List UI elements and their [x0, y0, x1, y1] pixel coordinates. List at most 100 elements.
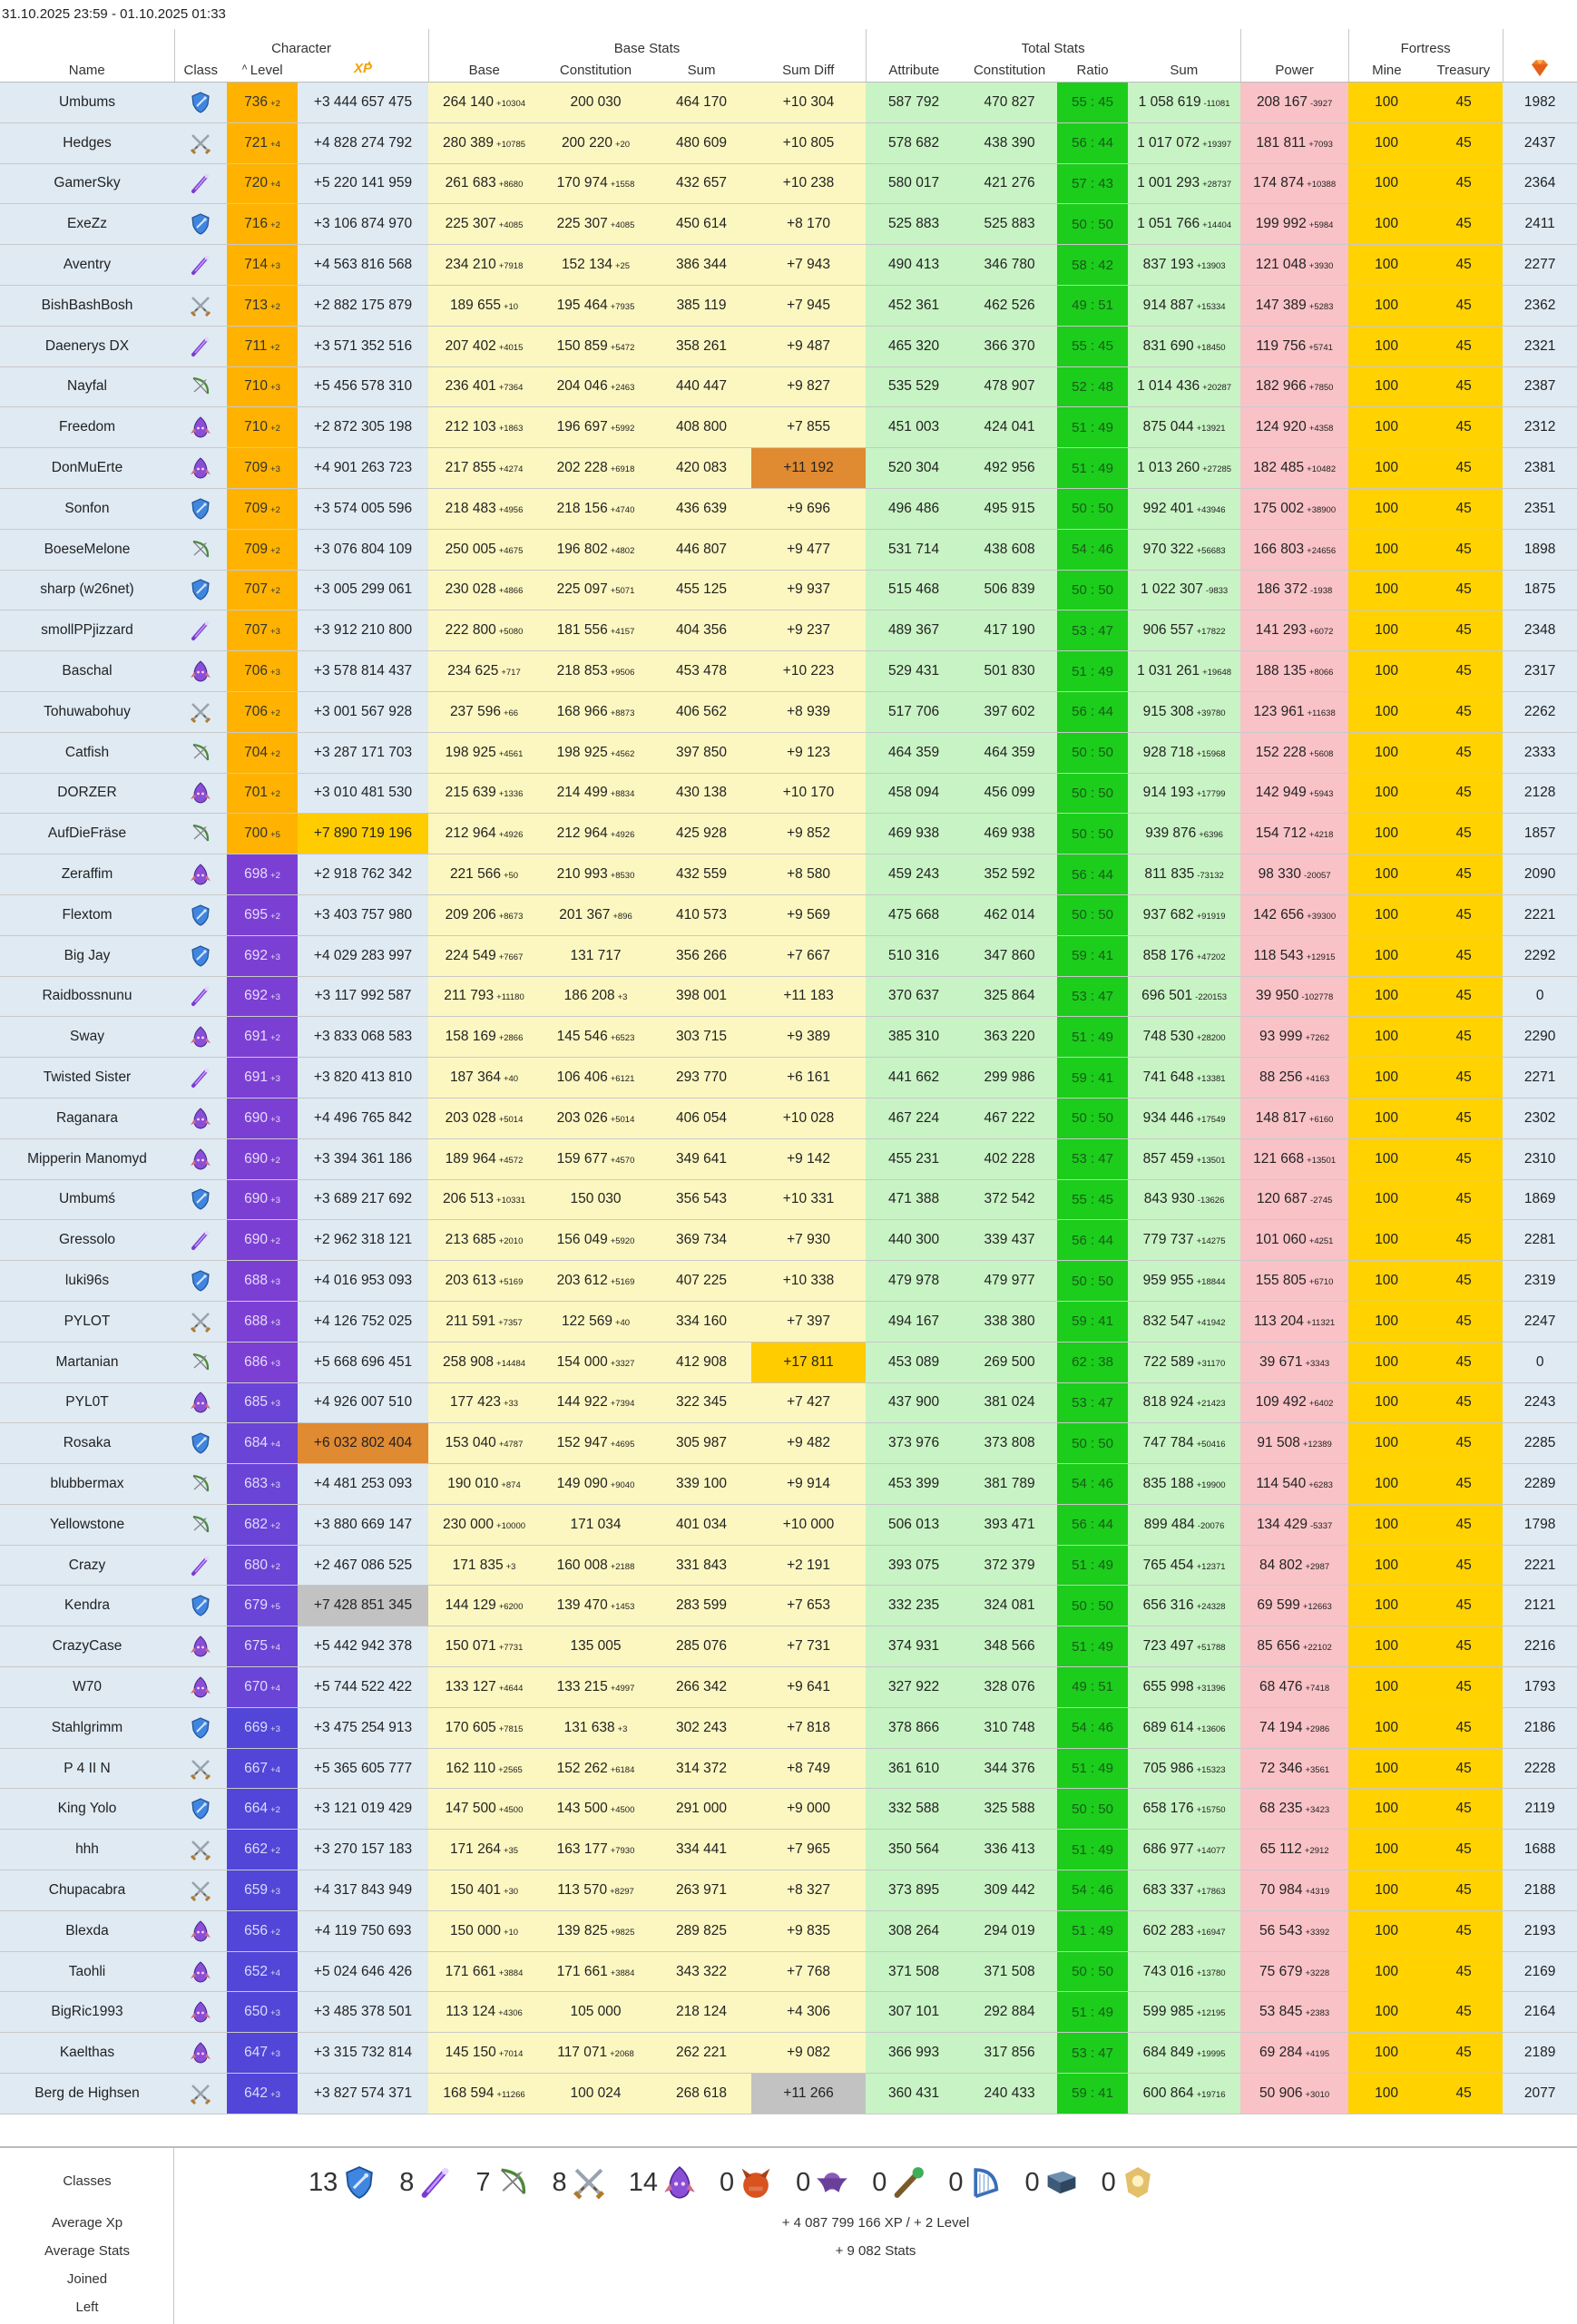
player-name[interactable]: DORZER [0, 773, 174, 815]
table-row[interactable]: BishBashBosh 713 +2 +2 882 175 879 189 655 +1… [0, 285, 1577, 327]
table-row[interactable]: hhh 662 +2 +3 270 157 183 171 264 +35 163 177 +… [0, 1829, 1577, 1871]
player-name[interactable]: PYL0T [0, 1382, 174, 1424]
player-name[interactable]: Twisted Sister [0, 1057, 174, 1099]
mine-column-header[interactable]: Mine [1347, 58, 1425, 83]
player-name[interactable]: Hedges [0, 122, 174, 164]
player-name[interactable]: Blexda [0, 1910, 174, 1952]
player-name[interactable]: Gressolo [0, 1219, 174, 1262]
table-row[interactable]: Aventry 714 +3 +4 563 816 568 234 210 +7918 15… [0, 244, 1577, 286]
player-name[interactable]: DonMuErte [0, 447, 174, 489]
table-row[interactable]: Umbums 736 +2 +3 444 657 475 264 140 +10304 20… [0, 82, 1577, 123]
player-name[interactable]: PYLOT [0, 1301, 174, 1343]
table-row[interactable]: Twisted Sister 691 +3 +3 820 413 810 187 364… [0, 1057, 1577, 1099]
table-row[interactable]: Freedom 710 +2 +2 872 305 198 212 103 +1863 19… [0, 406, 1577, 449]
table-row[interactable]: Daenerys DX 711 +2 +3 571 352 516 207 402 +40… [0, 326, 1577, 367]
player-name[interactable]: W70 [0, 1666, 174, 1708]
player-name[interactable]: Aventry [0, 244, 174, 286]
player-name[interactable]: luki96s [0, 1260, 174, 1302]
player-name[interactable]: Martanian [0, 1342, 174, 1383]
table-row[interactable]: Baschal 706 +3 +3 578 814 437 234 625 +717 218… [0, 650, 1577, 692]
table-row[interactable]: Kendra 679 +5 +7 428 851 345 144 129 +6200 139… [0, 1585, 1577, 1627]
player-name[interactable]: Raidbossnunu [0, 976, 174, 1018]
table-row[interactable]: Rosaka 684 +4 +6 032 802 404 153 040 +4787 152… [0, 1422, 1577, 1465]
player-name[interactable]: BoeseMelone [0, 529, 174, 571]
table-row[interactable]: luki96s 688 +3 +4 016 953 093 203 613 +5169 20… [0, 1260, 1577, 1302]
player-name[interactable]: Crazy [0, 1545, 174, 1587]
player-name[interactable]: sharp (w26net) [0, 570, 174, 611]
table-row[interactable]: Umbumś 690 +3 +3 689 217 692 206 513 +10331 15… [0, 1179, 1577, 1221]
table-row[interactable]: Crazy 680 +2 +2 467 086 525 171 835 +3 160 008… [0, 1545, 1577, 1587]
table-row[interactable]: Big Jay 692 +3 +4 029 283 997 224 549 +7667 13… [0, 935, 1577, 977]
table-row[interactable]: Raganara 690 +3 +4 496 765 842 203 028 +5014 2… [0, 1098, 1577, 1139]
table-row[interactable]: Berg de Highsen 642 +3 +3 827 574 371 168 59… [0, 2073, 1577, 2114]
table-row[interactable]: PYLOT 688 +3 +4 126 752 025 211 591 +7357 122 … [0, 1301, 1577, 1343]
table-row[interactable]: PYL0T 685 +3 +4 926 007 510 177 423 +33 144 92… [0, 1382, 1577, 1424]
player-name[interactable]: ExeZz [0, 203, 174, 246]
table-row[interactable]: Tohuwabohuy 706 +2 +3 001 567 928 237 596 +66… [0, 691, 1577, 733]
constitution-column-header[interactable]: Constitution [540, 58, 652, 83]
player-name[interactable]: Freedom [0, 406, 174, 449]
table-row[interactable]: Kaelthas 647 +3 +3 315 732 814 145 150 +7014 1… [0, 2032, 1577, 2075]
player-name[interactable]: Taohli [0, 1951, 174, 1993]
power-column-header[interactable]: Power [1239, 58, 1349, 83]
player-name[interactable]: hhh [0, 1829, 174, 1871]
table-row[interactable]: ExeZz 716 +2 +3 106 874 970 225 307 +4085 225 … [0, 203, 1577, 246]
table-row[interactable]: BigRic1993 650 +3 +3 485 378 501 113 124 +430… [0, 1991, 1577, 2034]
player-name[interactable]: smollPPjizzard [0, 610, 174, 652]
table-row[interactable]: Nayfal 710 +3 +5 456 578 310 236 401 +7364 204… [0, 366, 1577, 408]
player-name[interactable]: Big Jay [0, 935, 174, 977]
player-name[interactable]: Stahlgrimm [0, 1707, 174, 1749]
table-row[interactable]: Chupacabra 659 +3 +4 317 843 949 150 401 +30 1… [0, 1870, 1577, 1911]
table-row[interactable]: Sonfon 709 +2 +3 574 005 596 218 483 +4956 218… [0, 488, 1577, 530]
sum-column-header[interactable]: Sum [651, 58, 752, 83]
table-row[interactable]: blubbermax 683 +3 +4 481 253 093 190 010 +874… [0, 1463, 1577, 1505]
player-name[interactable]: Daenerys DX [0, 326, 174, 367]
table-row[interactable]: Raidbossnunu 692 +3 +3 117 992 587 211 793 +1… [0, 976, 1577, 1018]
table-row[interactable]: BoeseMelone 709 +2 +3 076 804 109 250 005 +46… [0, 529, 1577, 571]
total-sum-column-header[interactable]: Sum [1128, 58, 1241, 83]
player-name[interactable]: Umbums [0, 82, 174, 123]
table-row[interactable]: Hedges 721 +4 +4 828 274 792 280 389 +10785 20… [0, 122, 1577, 164]
player-name[interactable]: CrazyCase [0, 1626, 174, 1668]
player-name[interactable]: GamerSky [0, 163, 174, 205]
player-name[interactable]: Sonfon [0, 488, 174, 530]
player-name[interactable]: blubbermax [0, 1463, 174, 1505]
table-row[interactable]: Zeraffim 698 +2 +2 918 762 342 221 566 +50 210… [0, 854, 1577, 895]
gems-column-header[interactable] [1502, 58, 1577, 83]
table-row[interactable]: Blexda 656 +2 +4 119 750 693 150 000 +10 139 8… [0, 1910, 1577, 1952]
table-row[interactable]: CrazyCase 675 +4 +5 442 942 378 150 071 +7731… [0, 1626, 1577, 1668]
table-row[interactable]: DORZER 701 +2 +3 010 481 530 215 639 +1336 214… [0, 773, 1577, 815]
table-row[interactable]: Martanian 686 +3 +5 668 696 451 258 908 +1448… [0, 1342, 1577, 1383]
player-name[interactable]: Yellowstone [0, 1504, 174, 1546]
level-column-header[interactable]: ˄ Level [227, 58, 298, 83]
name-column-header[interactable]: Name [0, 58, 174, 83]
player-name[interactable]: BigRic1993 [0, 1991, 174, 2034]
player-name[interactable]: Raganara [0, 1098, 174, 1139]
treasury-column-header[interactable]: Treasury [1425, 58, 1504, 83]
player-name[interactable]: Kaelthas [0, 2032, 174, 2075]
player-name[interactable]: Mipperin Manomyd [0, 1138, 174, 1180]
class-column-header[interactable]: Class [173, 58, 227, 83]
table-row[interactable]: Mipperin Manomyd 690 +2 +3 394 361 186 189 9… [0, 1138, 1577, 1180]
ratio-column-header[interactable]: Ratio [1057, 58, 1129, 83]
table-row[interactable]: W70 670 +4 +5 744 522 422 133 127 +4644 133 21… [0, 1666, 1577, 1708]
table-row[interactable]: Catfish 704 +2 +3 287 171 703 198 925 +4561 19… [0, 732, 1577, 774]
table-row[interactable]: Flextom 695 +2 +3 403 757 980 209 206 +8673 20… [0, 894, 1577, 936]
player-name[interactable]: Berg de Highsen [0, 2073, 174, 2114]
player-name[interactable]: BishBashBosh [0, 285, 174, 327]
player-name[interactable]: Tohuwabohuy [0, 691, 174, 733]
player-name[interactable]: King Yolo [0, 1788, 174, 1831]
sum-diff-column-header[interactable]: Sum Diff [751, 58, 867, 83]
table-row[interactable]: P 4 II N 667 +4 +5 365 605 777 162 110 +2565 1… [0, 1748, 1577, 1790]
player-name[interactable]: Flextom [0, 894, 174, 936]
table-row[interactable]: GamerSky 720 +4 +5 220 141 959 261 683 +8680 1… [0, 163, 1577, 205]
table-row[interactable]: Taohli 652 +4 +5 024 646 426 171 661 +3884 171… [0, 1951, 1577, 1993]
table-row[interactable]: sharp (w26net) 707 +2 +3 005 299 061 230 028… [0, 570, 1577, 611]
player-name[interactable]: Nayfal [0, 366, 174, 408]
player-name[interactable]: Baschal [0, 650, 174, 692]
player-name[interactable]: Chupacabra [0, 1870, 174, 1911]
table-row[interactable]: AufDieFräse 700 +5 +7 890 719 196 212 964 +49… [0, 813, 1577, 855]
table-row[interactable]: King Yolo 664 +2 +3 121 019 429 147 500 +4500… [0, 1788, 1577, 1831]
table-row[interactable]: Yellowstone 682 +2 +3 880 669 147 230 000 +10… [0, 1504, 1577, 1546]
player-name[interactable]: Sway [0, 1016, 174, 1059]
